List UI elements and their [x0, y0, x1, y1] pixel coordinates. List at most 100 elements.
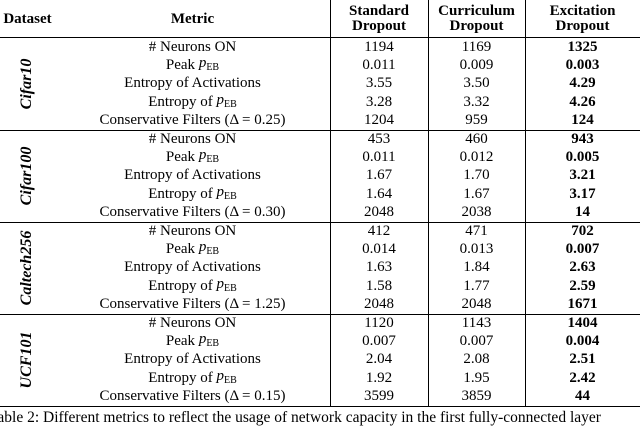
metric-cell: Entropy of pEB — [55, 368, 330, 387]
value-cell: 2038 — [461, 204, 492, 221]
value-cell: 0.013 — [459, 241, 494, 258]
metric-cell: Conservative Filters (Δ = 0.30) — [55, 204, 330, 222]
metric-delta: (Δ = 0.25) — [224, 112, 286, 129]
metric-subscript: EB — [206, 246, 220, 258]
metric-variable: pEB — [198, 55, 220, 74]
caption: Table 2: Different metrics to reflect th… — [0, 409, 601, 426]
value-cell: 0.009 — [459, 57, 494, 74]
column-rule — [428, 0, 429, 406]
metric-cell: Conservative Filters (Δ = 1.25) — [55, 296, 330, 314]
header-cell: Curriculum Dropout — [438, 3, 515, 34]
metric-text: Conservative Filters — [99, 388, 221, 405]
value-cell: 0.004 — [565, 333, 600, 350]
value-cell: 3.17 — [569, 185, 596, 202]
metric-cell: Peak pEB — [55, 148, 330, 166]
group-rule — [0, 405, 640, 407]
value-cell: 2.04 — [365, 351, 393, 368]
value-cell: 0.007 — [362, 333, 396, 350]
value-cell: 943 — [571, 130, 594, 147]
value-cell: 1.70 — [463, 167, 490, 184]
header-cell: Excitation Dropout — [549, 3, 616, 34]
metric-cell: Entropy of Activations — [55, 167, 330, 185]
value-cell: 1325 — [567, 38, 598, 55]
metric-cell: Peak pEB — [55, 56, 330, 74]
value-cell: 0.007 — [565, 241, 600, 258]
value-cell: 3.55 — [365, 75, 393, 92]
value-cell: 1671 — [567, 296, 598, 313]
header-cell: Dataset — [3, 10, 52, 27]
metric-subscript: EB — [224, 374, 237, 386]
metric-cell: Entropy of Activations — [55, 75, 330, 93]
value-cell: 2048 — [364, 296, 394, 313]
column-rule — [330, 0, 331, 406]
group-rule — [0, 221, 640, 223]
value-cell: 0.003 — [565, 57, 600, 74]
value-cell: 3.28 — [365, 93, 393, 110]
value-cell: 2048 — [364, 204, 394, 221]
metric-text: Entropy of Activations — [124, 259, 261, 276]
metric-cell: Entropy of Activations — [55, 259, 330, 277]
metric-text: Peak — [165, 149, 196, 166]
value-cell: 1143 — [461, 314, 492, 331]
dataset-label: UCF101 — [18, 331, 35, 389]
metric-text: # Neurons ON — [148, 38, 237, 55]
metric-text: Peak — [165, 241, 196, 258]
value-cell: 0.012 — [459, 149, 494, 166]
value-cell: 1120 — [364, 314, 394, 331]
metric-variable: pEB — [216, 183, 237, 202]
header-cell: Metric — [170, 10, 215, 27]
value-cell: 1204 — [364, 112, 394, 129]
metric-cell: Entropy of Activations — [55, 351, 330, 369]
metric-text: Peak — [165, 57, 196, 74]
value-cell: 2.42 — [569, 369, 596, 386]
value-cell: 0.007 — [459, 333, 494, 350]
value-cell: 0.005 — [565, 149, 600, 166]
value-cell: 1404 — [567, 314, 598, 331]
value-cell: 3859 — [461, 388, 492, 405]
value-cell: 0.011 — [362, 149, 396, 166]
value-cell: 702 — [571, 222, 594, 239]
metric-text: Entropy of Activations — [124, 75, 261, 92]
metric-variable: pEB — [216, 275, 237, 294]
metric-text: Peak — [165, 333, 196, 350]
metric-cell: # Neurons ON — [55, 222, 330, 240]
metric-text: # Neurons ON — [148, 314, 237, 331]
value-cell: 2048 — [461, 296, 492, 313]
metric-subscript: EB — [224, 98, 237, 110]
value-cell: 1.77 — [463, 277, 490, 294]
metric-text: Entropy of — [148, 277, 213, 294]
value-cell: 14 — [575, 204, 590, 221]
value-cell: 2.51 — [569, 351, 596, 368]
value-cell: 471 — [465, 222, 488, 239]
metric-cell: Peak pEB — [55, 240, 330, 258]
metric-subscript: EB — [206, 154, 220, 166]
metric-delta: (Δ = 1.25) — [224, 296, 286, 313]
metric-variable: pEB — [198, 239, 220, 258]
value-cell: 4.29 — [569, 75, 596, 92]
value-cell: 3599 — [364, 388, 394, 405]
value-cell: 2.63 — [569, 259, 596, 276]
metric-cell: Entropy of pEB — [55, 183, 330, 203]
group-rule — [0, 313, 640, 315]
value-cell: 959 — [465, 112, 488, 129]
value-cell: 4.26 — [569, 93, 596, 110]
metric-variable: pEB — [216, 91, 237, 110]
metric-cell: # Neurons ON — [55, 314, 330, 332]
value-cell: 1.58 — [365, 277, 393, 294]
metric-cell: Conservative Filters (Δ = 0.15) — [55, 388, 330, 406]
group-rule — [0, 129, 640, 131]
value-cell: 124 — [571, 112, 594, 129]
metric-subscript: EB — [224, 190, 237, 202]
metric-text: Conservative Filters — [99, 296, 221, 313]
value-cell: 44 — [575, 388, 590, 405]
metric-cell: Entropy of pEB — [55, 275, 330, 295]
metric-delta: (Δ = 0.15) — [224, 388, 286, 405]
value-cell: 3.50 — [463, 75, 490, 92]
metric-cell: Peak pEB — [55, 332, 330, 350]
value-cell: 0.011 — [362, 57, 396, 74]
metric-subscript: EB — [206, 62, 220, 74]
metric-delta: (Δ = 0.30) — [224, 204, 286, 221]
metric-cell: # Neurons ON — [55, 130, 330, 148]
value-cell: 1.92 — [365, 369, 393, 386]
